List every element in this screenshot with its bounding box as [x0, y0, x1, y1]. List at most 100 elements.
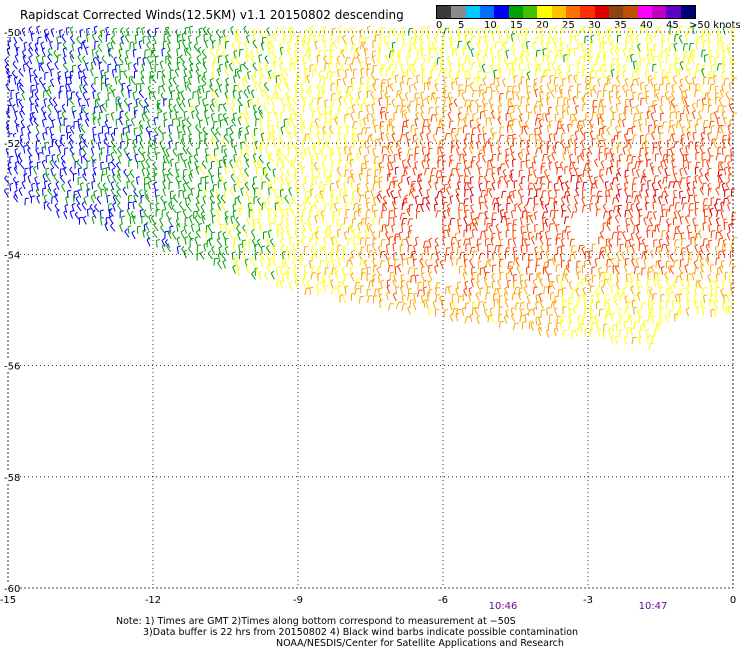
wind-barb-flag [447, 25, 451, 29]
wind-barb [483, 176, 489, 184]
wind-barb [624, 189, 628, 197]
wind-barb-flag [391, 126, 396, 129]
wind-barb [685, 107, 690, 114]
wind-barb [41, 49, 46, 57]
wind-barb-flag [27, 147, 31, 151]
wind-barb [331, 190, 333, 198]
wind-barb-flag [548, 28, 553, 32]
wind-barb [14, 55, 19, 63]
wind-barb-flag [11, 70, 15, 74]
wind-barb-flag [582, 189, 587, 191]
wind-barb-flag [29, 96, 33, 99]
wind-barb-flag [140, 82, 144, 85]
wind-barb [57, 146, 61, 154]
wind-barb [651, 184, 656, 191]
wind-barb [364, 191, 367, 199]
wind-barb [132, 92, 136, 100]
wind-barb-flag [679, 78, 684, 81]
wind-barb [47, 106, 52, 113]
wind-barb-flag [63, 118, 68, 120]
wind-barb [82, 41, 86, 49]
wind-barb-flag [520, 76, 525, 79]
wind-barb-flag [244, 139, 248, 143]
wind-barb [215, 191, 220, 198]
wind-barb-flag [339, 153, 344, 156]
wind-barb [29, 162, 32, 170]
wind-barb-flag [524, 33, 529, 36]
wind-barb-flag [631, 106, 635, 109]
wind-barb [428, 56, 431, 64]
wind-barb-flag [679, 147, 684, 151]
wind-barb-flag [707, 167, 712, 170]
wind-barb [46, 64, 51, 71]
wind-barb [548, 163, 551, 171]
wind-barb [581, 44, 585, 52]
wind-barb-flag [92, 159, 97, 161]
wind-barb [267, 154, 271, 162]
wind-barb [182, 184, 186, 192]
wind-barb-flag [105, 26, 110, 29]
wind-barb [489, 160, 493, 168]
wind-barb [12, 179, 18, 186]
wind-barb [393, 181, 396, 189]
wind-barb-flag [660, 160, 665, 163]
wind-barb-flag [123, 69, 127, 73]
wind-barb-flag [223, 190, 228, 193]
wind-barb [388, 119, 391, 127]
wind-barb-flag [182, 190, 187, 193]
wind-barb [702, 104, 704, 112]
wind-barb-flag [271, 32, 275, 37]
wind-barb-flag [288, 180, 293, 183]
wind-barb-flag [509, 98, 513, 102]
wind-barb [450, 141, 454, 149]
wind-barb [366, 27, 370, 35]
wind-barb-flag [616, 90, 620, 93]
wind-barb [188, 140, 193, 147]
wind-barb [396, 141, 401, 149]
wind-barb-flag [21, 180, 26, 184]
wind-barb [80, 77, 83, 85]
wind-barb-flag [91, 180, 96, 183]
wind-barb [177, 154, 180, 162]
wind-barb-flag [378, 189, 382, 193]
wind-barb-flag [539, 144, 544, 147]
wind-barb-flag [18, 99, 23, 103]
wind-barb [582, 120, 586, 128]
wind-barb-flag [77, 64, 82, 67]
wind-barb [210, 114, 214, 122]
wind-barb-flag [714, 56, 718, 59]
wind-barb [650, 167, 655, 175]
wind-barb [631, 43, 635, 51]
wind-barb-flag [455, 187, 459, 191]
wind-barb-flag [491, 32, 496, 35]
wind-barb [299, 163, 304, 171]
wind-barb-flag [680, 112, 685, 115]
wind-barb-flag [28, 55, 32, 59]
wind-barb [629, 36, 634, 43]
wind-barb [524, 35, 528, 43]
wind-barb-flag [62, 41, 66, 45]
wind-barb-flag [505, 159, 510, 163]
wind-barb [539, 92, 542, 100]
wind-barb-flag [555, 41, 560, 43]
wind-barb [137, 149, 144, 156]
wind-barb [290, 29, 297, 36]
wind-barb-flag [251, 182, 256, 186]
wind-barb [133, 64, 137, 72]
wind-barb-flag [514, 75, 518, 77]
wind-barb [463, 161, 467, 169]
wind-barb [521, 43, 524, 51]
wind-barb-flag [225, 60, 229, 63]
wind-barb [708, 51, 711, 59]
wind-barb [101, 105, 107, 112]
wind-barb [645, 34, 648, 42]
wind-barb [247, 100, 250, 108]
wind-barb [574, 148, 576, 156]
wind-barb-flag [414, 117, 419, 121]
wind-barb-flag [172, 147, 176, 152]
wind-barb [267, 71, 272, 79]
wind-barb [159, 142, 164, 150]
wind-barb-flag [730, 153, 735, 156]
wind-barb [574, 132, 578, 140]
wind-barb-flag [149, 70, 154, 73]
